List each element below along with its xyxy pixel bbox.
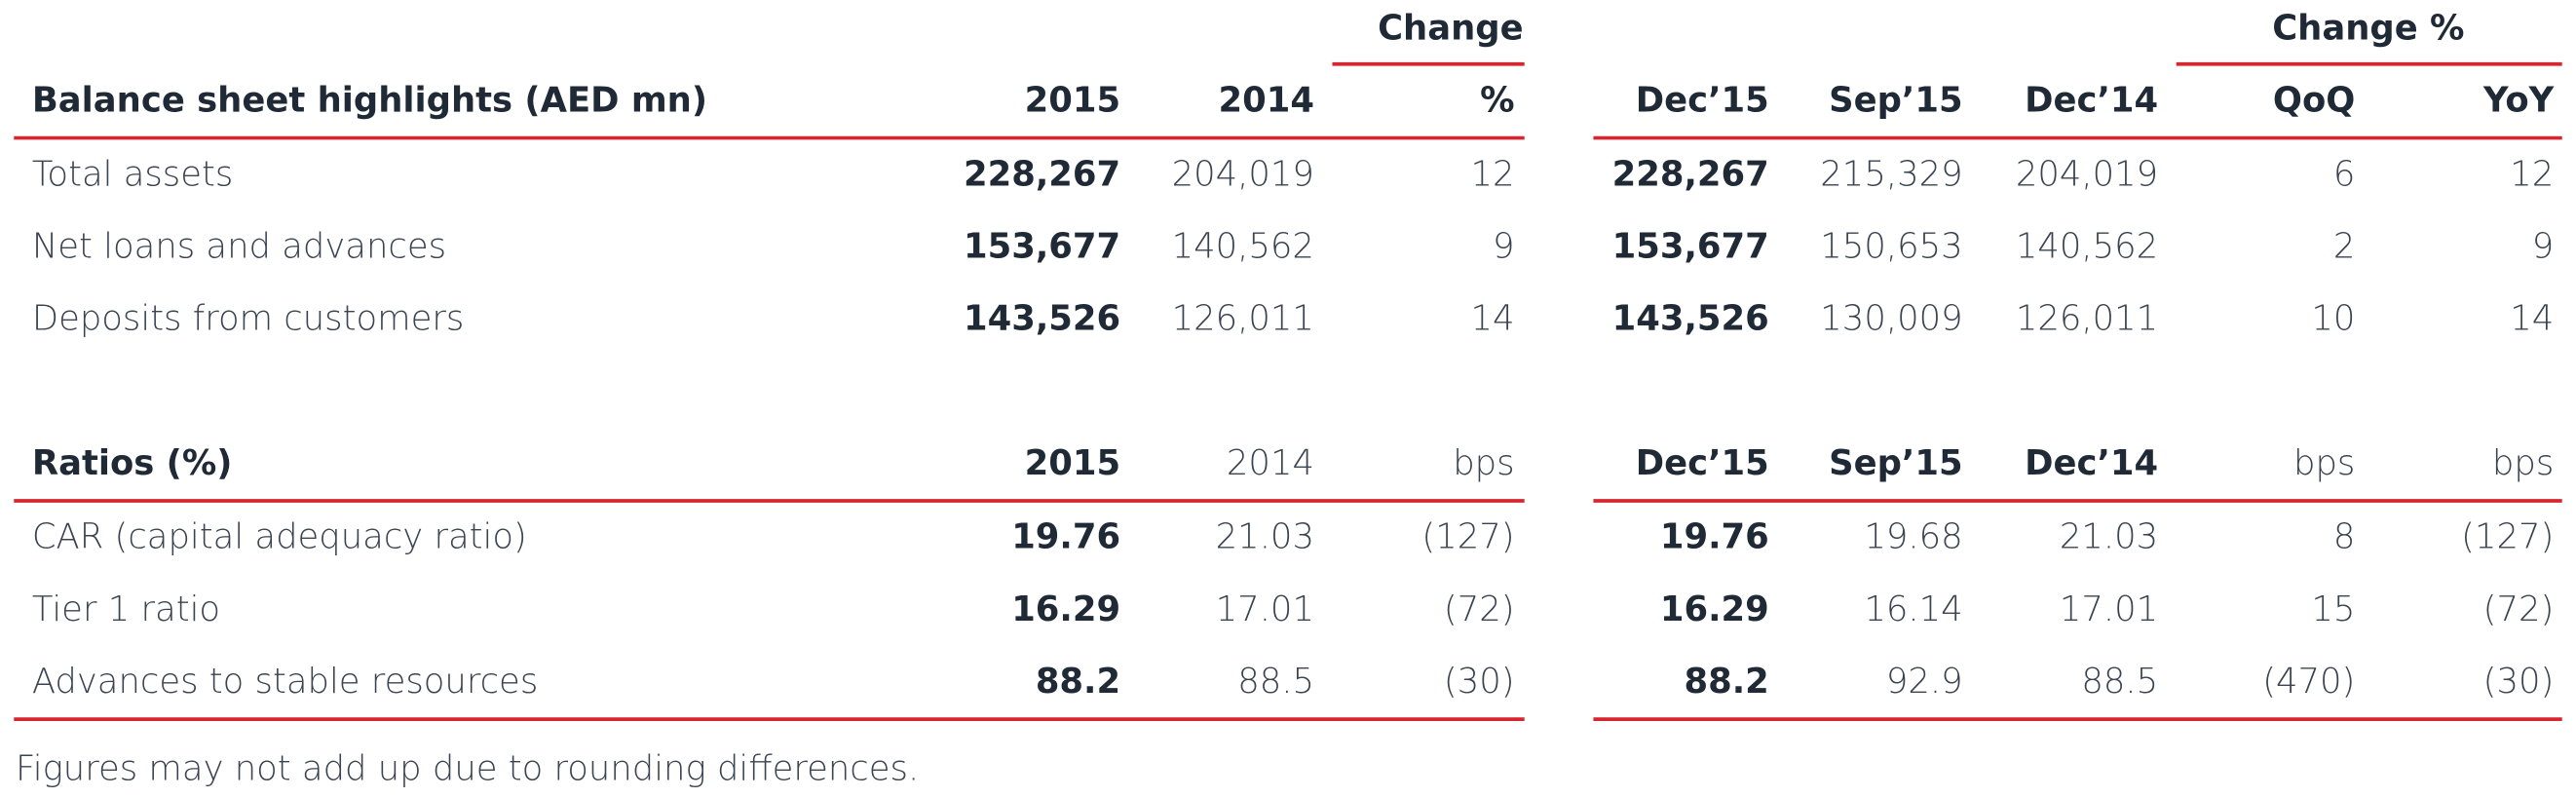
- column-header: Dec’14: [2025, 443, 2158, 483]
- cell: (30): [2483, 662, 2555, 702]
- cell: 15: [2311, 589, 2355, 629]
- cell: 19.76: [1660, 517, 1769, 557]
- column-header: 2015: [1025, 443, 1120, 483]
- cell: 14: [1471, 299, 1515, 339]
- cell: 21.03: [2060, 517, 2158, 557]
- cell: 16.29: [1011, 589, 1120, 629]
- cell: (127): [1421, 517, 1514, 557]
- cell: 92.9: [1886, 662, 1963, 702]
- cell: 140,562: [1172, 226, 1314, 266]
- cell: 9: [2532, 226, 2555, 266]
- cell: 6: [2333, 154, 2356, 194]
- column-header: 2015: [1025, 80, 1120, 120]
- cell: 228,267: [1612, 154, 1769, 194]
- row-label: Tier 1 ratio: [32, 589, 220, 629]
- cell: 2: [2333, 226, 2356, 266]
- column-header: 2014: [1218, 80, 1313, 120]
- row-label: Deposits from customers: [32, 299, 464, 339]
- footnote: Figures may not add up due to rounding d…: [16, 748, 919, 788]
- cell: 204,019: [2016, 154, 2158, 194]
- cell: 10: [2311, 299, 2355, 339]
- column-header: %: [1480, 80, 1514, 120]
- cell: 19.76: [1011, 517, 1120, 557]
- cell: 215,329: [1820, 154, 1962, 194]
- cell: 16.14: [1864, 589, 1962, 629]
- cell: 153,677: [1612, 226, 1769, 266]
- column-header: Dec’14: [2025, 80, 2158, 120]
- column-header: Sep’15: [1829, 80, 1962, 120]
- column-header: Sep’15: [1829, 443, 1962, 483]
- cell: 17.01: [2060, 589, 2158, 629]
- column-header: bps: [1453, 443, 1514, 483]
- cell: 9: [1493, 226, 1515, 266]
- cell: 153,677: [964, 226, 1120, 266]
- column-header: Dec’15: [1636, 80, 1769, 120]
- cell: (72): [1444, 589, 1515, 629]
- cell: (127): [2461, 517, 2554, 557]
- cell: 12: [1471, 154, 1515, 194]
- cell: 16.29: [1660, 589, 1769, 629]
- column-header: Ratios (%): [32, 443, 233, 483]
- column-header: bps: [2293, 443, 2355, 483]
- cell: 228,267: [964, 154, 1120, 194]
- row-label: Advances to stable resources: [32, 662, 538, 702]
- cell: (72): [2483, 589, 2555, 629]
- cell: (30): [1444, 662, 1515, 702]
- cell: 14: [2510, 299, 2554, 339]
- row-label: CAR (capital adequacy ratio): [32, 517, 527, 557]
- column-header: YoY: [2482, 80, 2555, 120]
- cell: 19.68: [1864, 517, 1962, 557]
- column-header: QoQ: [2273, 80, 2355, 120]
- column-header: Dec’15: [1636, 443, 1769, 483]
- row-label: Net loans and advances: [32, 226, 446, 266]
- cell: 126,011: [1172, 299, 1314, 339]
- cell: 126,011: [2016, 299, 2158, 339]
- column-header: 2014: [1227, 443, 1314, 483]
- cell: 88.5: [2081, 662, 2158, 702]
- cell: 88.2: [1684, 662, 1768, 702]
- cell: 17.01: [1216, 589, 1314, 629]
- cell: 21.03: [1216, 517, 1314, 557]
- cell: 143,526: [1612, 299, 1769, 339]
- cell: 88.2: [1036, 662, 1120, 702]
- cell: 204,019: [1172, 154, 1314, 194]
- group-header: Change %: [2272, 8, 2464, 48]
- cell: 143,526: [964, 299, 1120, 339]
- cell: 8: [2333, 517, 2356, 557]
- column-header: bps: [2492, 443, 2554, 483]
- group-header: Change: [1378, 8, 1524, 48]
- row-label: Total assets: [32, 154, 233, 194]
- cell: 130,009: [1820, 299, 1962, 339]
- cell: 150,653: [1820, 226, 1962, 266]
- cell: 12: [2510, 154, 2554, 194]
- cell: 140,562: [2016, 226, 2158, 266]
- cell: 88.5: [1237, 662, 1314, 702]
- column-header: Balance sheet highlights (AED mn): [32, 80, 707, 120]
- cell: (470): [2262, 662, 2355, 702]
